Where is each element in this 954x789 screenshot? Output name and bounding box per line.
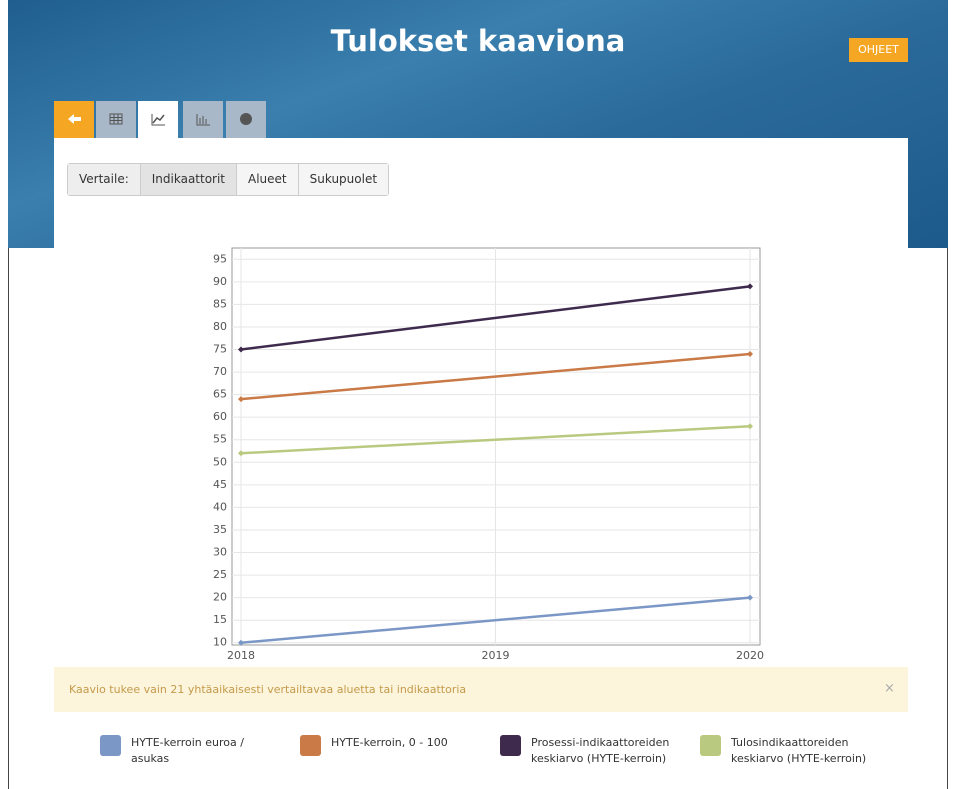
y-tick-label: 15 (213, 613, 227, 626)
legend-swatch (700, 735, 721, 756)
y-tick-label: 30 (213, 546, 227, 559)
legend-label: Tulosindikaattoreiden keskiarvo (HYTE-ke… (731, 735, 881, 767)
y-tick-label: 65 (213, 388, 227, 401)
x-tick-label: 2018 (227, 649, 255, 662)
notice-text: Kaavio tukee vain 21 yhtäaikaisesti vert… (69, 683, 466, 696)
page: Tulokset kaaviona OHJEET Vertaile: Indik… (0, 0, 954, 789)
y-tick-label: 95 (213, 252, 227, 265)
y-tick-label: 25 (213, 568, 227, 581)
notice: Kaavio tukee vain 21 yhtäaikaisesti vert… (54, 667, 908, 712)
chart: 10 15 20 25 30 35 40 45 50 55 60 65 70 75 80 85 90 95 2018… (0, 0, 954, 667)
legend-label: HYTE-kerroin euroa / asukas (131, 735, 281, 767)
legend-item[interactable]: HYTE-kerroin euroa / asukas (100, 735, 300, 767)
y-tick-label: 70 (213, 365, 227, 378)
y-tick-label: 20 (213, 591, 227, 604)
legend-label: Prosessi-indikaattoreiden keskiarvo (HYT… (531, 735, 681, 767)
legend-item[interactable]: Tulosindikaattoreiden keskiarvo (HYTE-ke… (700, 735, 900, 767)
y-tick-label: 75 (213, 343, 227, 356)
y-tick-label: 80 (213, 320, 227, 333)
y-tick-label: 10 (213, 636, 227, 649)
legend: HYTE-kerroin euroa / asukas HYTE-kerroin,… (100, 735, 900, 767)
x-tick-label: 2019 (482, 649, 510, 662)
y-tick-label: 35 (213, 523, 227, 536)
y-tick-label: 40 (213, 500, 227, 513)
close-button[interactable]: × (884, 681, 895, 696)
legend-label: HYTE-kerroin, 0 - 100 (331, 735, 481, 767)
legend-swatch (500, 735, 521, 756)
x-tick-label: 2020 (736, 649, 764, 662)
legend-swatch (100, 735, 121, 756)
y-tick-label: 55 (213, 433, 227, 446)
y-tick-label: 50 (213, 455, 227, 468)
y-tick-label: 45 (213, 478, 227, 491)
y-tick-label: 85 (213, 297, 227, 310)
legend-item[interactable]: Prosessi-indikaattoreiden keskiarvo (HYT… (500, 735, 700, 767)
y-tick-label: 60 (213, 410, 227, 423)
legend-item[interactable]: HYTE-kerroin, 0 - 100 (300, 735, 500, 767)
y-tick-label: 90 (213, 275, 227, 288)
legend-swatch (300, 735, 321, 756)
